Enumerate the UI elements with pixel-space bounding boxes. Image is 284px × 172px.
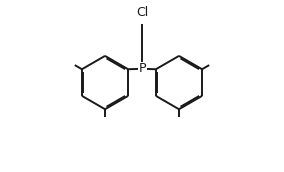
Text: Cl: Cl	[136, 6, 148, 19]
Text: P: P	[138, 62, 146, 75]
